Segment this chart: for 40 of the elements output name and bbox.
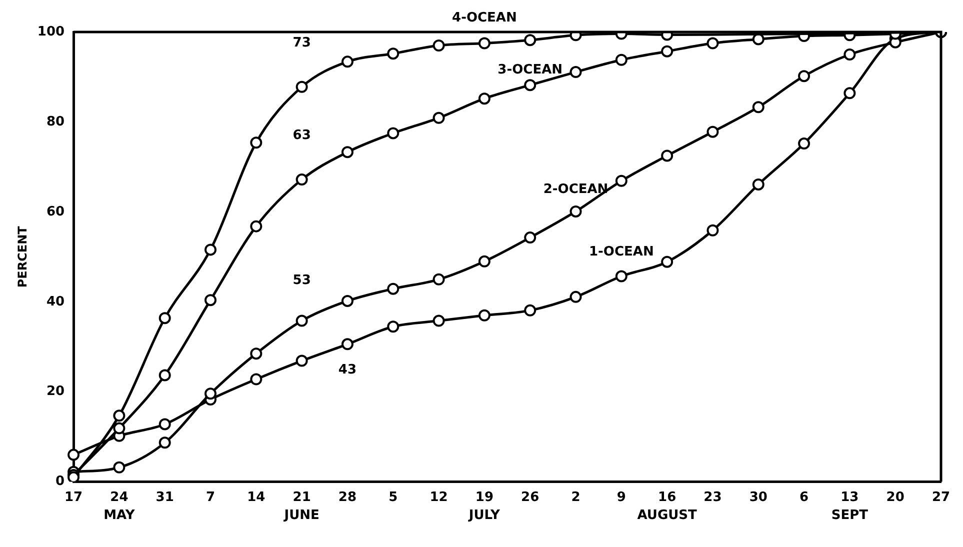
text: JUNE (283, 508, 320, 524)
y-tick-label: 60 (46, 204, 65, 220)
text: AUGUST (637, 508, 698, 524)
x-tick-label: 9 (616, 490, 626, 505)
x-tick-label: 14 (247, 490, 266, 505)
x-tick-label: 31 (156, 490, 174, 505)
series-label: 4-OCEAN (452, 10, 517, 26)
annotation: 53 (292, 273, 311, 288)
annotation: 63 (292, 128, 311, 143)
x-tick-label: 30 (749, 490, 768, 505)
x-tick-label: 19 (475, 490, 494, 505)
y-tick-label: 0 (55, 474, 65, 490)
x-tick-label: 23 (704, 490, 722, 505)
text: JULY (468, 508, 501, 524)
x-tick-label: 6 (800, 490, 809, 505)
y-tick-label: 80 (46, 114, 65, 130)
x-tick-label: 26 (521, 490, 540, 505)
x-tick-label: 7 (206, 490, 216, 505)
series-label: 2-OCEAN (543, 182, 608, 197)
x-tick-label: 5 (388, 490, 398, 505)
x-tick-label: 13 (840, 490, 859, 505)
y-axis-title: PERCENT (15, 225, 30, 288)
x-tick-label: 16 (658, 490, 676, 505)
text: MAY (104, 508, 136, 524)
y-tick-label: 100 (37, 24, 65, 40)
x-tick-label: 24 (110, 490, 128, 505)
annotation: 43 (338, 362, 357, 378)
x-tick-label: 12 (430, 490, 448, 505)
annotation: 73 (292, 35, 311, 50)
x-tick-label: 20 (886, 490, 904, 505)
x-tick-label: 28 (338, 490, 357, 505)
text: SEPT (831, 508, 868, 524)
series-label: 3-OCEAN (498, 62, 563, 78)
x-tick-label: 27 (932, 490, 950, 505)
y-tick-label: 40 (46, 294, 65, 310)
x-tick-label: 21 (292, 490, 311, 505)
x-tick-label: 2 (571, 490, 580, 505)
x-tick-label: 17 (64, 490, 83, 505)
series-label: 1-OCEAN (588, 244, 654, 260)
y-tick-label: 20 (46, 384, 65, 400)
